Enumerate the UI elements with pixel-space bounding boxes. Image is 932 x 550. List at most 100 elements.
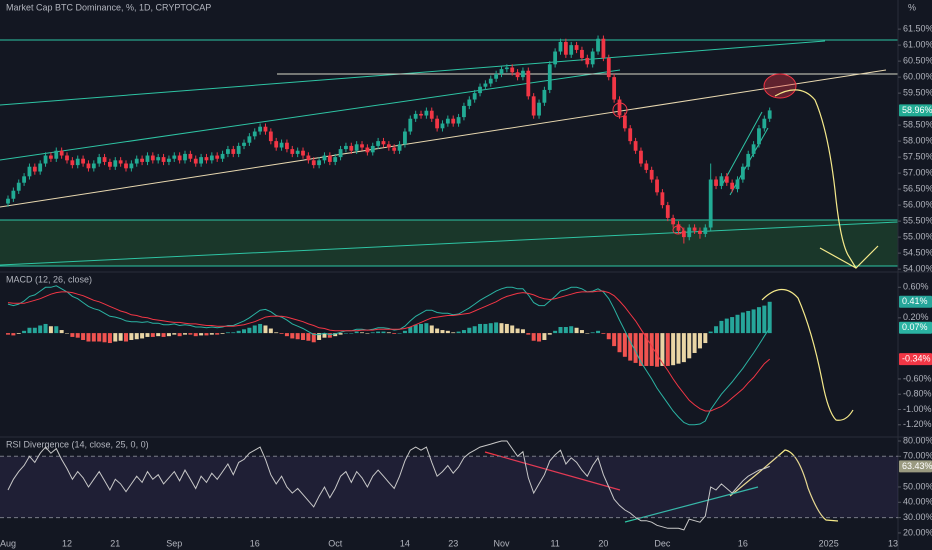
histogram-bar (676, 333, 681, 364)
candle-body (209, 155, 214, 161)
y-tick-label: 56.00% (903, 199, 932, 209)
candle-body (762, 118, 767, 129)
y-tick-label: 55.00% (903, 231, 932, 241)
signal-line (7, 290, 771, 412)
histogram-bar (671, 333, 676, 366)
x-tick-label: 14 (400, 538, 410, 548)
channel-lower (0, 69, 887, 208)
histogram-bar (692, 333, 697, 353)
histogram-bar (263, 325, 268, 334)
histogram-bar (225, 332, 230, 334)
candle-body (172, 155, 177, 159)
histogram-bar (295, 333, 300, 340)
candle-body (537, 102, 541, 116)
y-tick-label: 57.00% (903, 167, 932, 177)
candle-body (757, 128, 761, 145)
candle-body (424, 110, 429, 116)
candle-body (542, 89, 547, 103)
histogram-bar (65, 333, 70, 334)
candle-body (75, 158, 80, 166)
histogram-bar (16, 333, 21, 334)
x-tick-label: 16 (250, 538, 260, 548)
drawings (0, 39, 899, 523)
histogram-bar (499, 323, 504, 334)
candle-body (547, 64, 552, 90)
histogram-bar (424, 323, 429, 334)
histogram-bar (258, 323, 263, 334)
candle-body (574, 45, 579, 50)
histogram-bar (349, 333, 354, 334)
histogram-bar (622, 333, 627, 357)
candle-body (311, 160, 316, 166)
x-tick-label: Aug (0, 538, 16, 548)
histogram-bar (762, 305, 767, 334)
histogram-bar (322, 333, 327, 338)
candle-body (220, 153, 225, 159)
histogram-bar (107, 333, 112, 344)
histogram-bar (204, 333, 209, 336)
y-tick-label: 0.20% (903, 312, 929, 322)
histogram-bar (327, 333, 332, 338)
histogram-bar (215, 333, 220, 335)
histogram-bar (392, 333, 397, 334)
x-tick-label: 20 (598, 538, 608, 548)
x-tick-label: 13 (888, 538, 898, 548)
candle-body (467, 99, 472, 106)
histogram-bar (483, 323, 488, 334)
y-tick-label: 54.50% (903, 247, 932, 257)
candle-body (703, 227, 708, 234)
histogram-bar (188, 333, 193, 335)
candle-body (392, 147, 397, 151)
candle-body (714, 179, 718, 186)
histogram-bar (48, 326, 53, 334)
y-tick-label: 61.50% (903, 23, 932, 33)
histogram-bar (129, 333, 134, 340)
x-tick-label: Sep (166, 538, 182, 548)
candle-body (660, 192, 665, 206)
mini-channel (721, 111, 763, 186)
histogram-bar (333, 333, 338, 337)
y-tick-label: -0.60% (903, 373, 932, 383)
histogram-bar (638, 333, 643, 366)
histogram-bar (751, 309, 756, 334)
histogram-bar (32, 327, 37, 334)
last-value-badge (899, 321, 932, 334)
histogram-bar (252, 325, 257, 334)
candle-body (113, 160, 118, 167)
trend-line (0, 221, 899, 266)
candle-body (188, 153, 193, 159)
histogram-bar (193, 333, 198, 337)
y-tick-label: 59.50% (903, 87, 932, 97)
channel-upper (0, 40, 826, 106)
divergence-line (624, 486, 759, 523)
chart-title: Market Cap BTC Dominance, %, 1D, CRYPTOC… (6, 2, 211, 12)
histogram-bar (102, 333, 107, 343)
histogram-bar (633, 333, 638, 363)
candle-body (231, 149, 236, 154)
candle-body (43, 155, 48, 164)
candle-body (32, 166, 37, 172)
y-tick-label: 58.50% (903, 119, 932, 129)
histogram-bar (601, 333, 606, 334)
candle-body (317, 160, 322, 166)
histogram-bar (6, 333, 10, 335)
histogram-bar (311, 333, 316, 343)
histogram-bar (714, 326, 719, 334)
candle-body (429, 110, 434, 119)
candle-body (692, 227, 697, 231)
histogram-bar (488, 323, 493, 334)
candle-body (665, 205, 670, 218)
candle-body (252, 131, 257, 137)
candle-body (360, 144, 364, 148)
y-tick-label: -1.00% (903, 404, 932, 414)
histogram-bar (574, 327, 579, 334)
histogram-bar (150, 333, 155, 337)
histogram-bar (145, 333, 150, 337)
freehand-projection (774, 89, 879, 269)
histogram-bar (172, 333, 177, 335)
candle-body (724, 176, 729, 183)
histogram-bar (161, 333, 166, 337)
histogram-bar (43, 323, 48, 334)
candle-body (504, 67, 509, 70)
